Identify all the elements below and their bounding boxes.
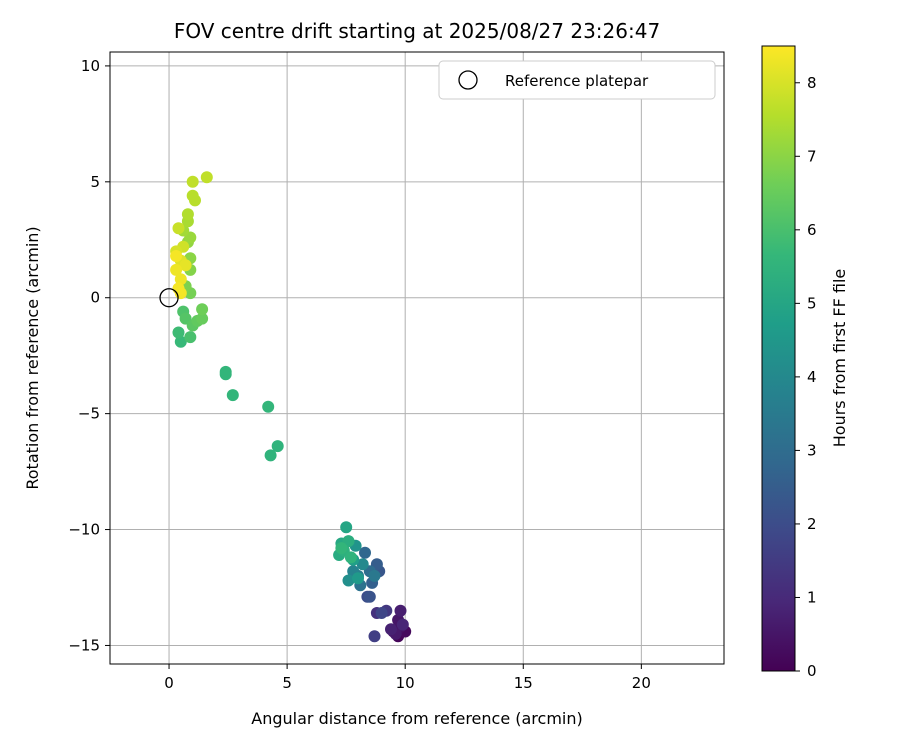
colorbar-label: Hours from first FF file [830,269,849,448]
data-point [196,312,209,325]
x-axis-label: Angular distance from reference (arcmin) [251,709,582,728]
data-point [385,623,397,636]
data-point [226,389,239,402]
y-tick-label: 5 [90,173,100,191]
colorbar-tick-label: 8 [807,74,817,92]
data-point [368,569,381,582]
plot-area [110,52,724,664]
data-point [344,551,357,564]
data-point [170,263,183,276]
data-point [271,440,284,453]
data-point [181,208,194,221]
x-tick-label: 5 [282,674,292,692]
y-tick-label: −10 [68,521,100,539]
data-point [368,630,381,643]
data-point [264,449,277,462]
colorbar: 0 1 2 3 4 5 6 7 8 Hours from first FF file [761,45,849,680]
data-point [174,273,187,286]
colorbar-tick-label: 5 [807,294,817,312]
x-tick-label: 15 [514,674,533,692]
reference-marker [159,288,179,308]
colorbar-tick-label: 7 [807,147,817,165]
y-tick-label: −5 [78,405,100,423]
x-tick-label: 20 [632,674,651,692]
data-point [394,604,407,617]
data-point [196,303,209,316]
data-point [170,250,183,262]
data-point [359,546,371,559]
data-point [363,590,376,603]
data-point [174,335,187,348]
legend-reference-label: Reference platepar [505,72,649,90]
data-point [184,331,197,344]
colorbar-tick-label: 4 [807,368,817,386]
data-point [172,222,185,235]
colorbar-tick-label: 3 [807,441,817,459]
x-tick-label: 0 [164,674,174,692]
data-point [179,259,192,272]
data-point [342,574,355,587]
data-point [186,175,199,188]
y-tick-label: 0 [90,289,100,307]
legend: Reference platepar [438,60,716,100]
plot-frame [109,51,725,665]
data-point [340,521,353,534]
data-point [219,368,232,381]
colorbar-tick-label: 6 [807,221,817,239]
data-point [186,189,199,202]
grid-lines [110,52,724,664]
data-point [352,572,364,585]
y-axis-ticks: −15 −10 −5 0 5 10 [68,57,110,654]
reference-platepar-point [159,288,179,308]
y-tick-label: 10 [81,57,100,75]
data-point [172,326,185,339]
colorbar-tick-label: 2 [807,515,817,533]
data-point [375,607,388,619]
x-axis-ticks: 0 5 10 15 20 [164,664,651,692]
data-points [170,171,412,643]
colorbar-gradient [761,45,796,672]
colorbar-ticks: 0 1 2 3 4 5 6 7 8 [795,74,817,680]
colorbar-tick-label: 1 [807,588,817,606]
legend-reference-marker [458,70,478,90]
x-tick-label: 10 [396,674,415,692]
data-point [396,618,409,631]
data-point [356,558,369,571]
y-axis-label: Rotation from reference (arcmin) [23,226,42,489]
y-tick-label: −15 [68,636,100,654]
data-point [262,400,275,413]
chart-title: FOV centre drift starting at 2025/08/27 … [174,19,660,43]
legend-box [438,60,716,100]
data-point [335,542,348,555]
data-point [200,171,213,184]
colorbar-tick-label: 0 [807,662,817,680]
